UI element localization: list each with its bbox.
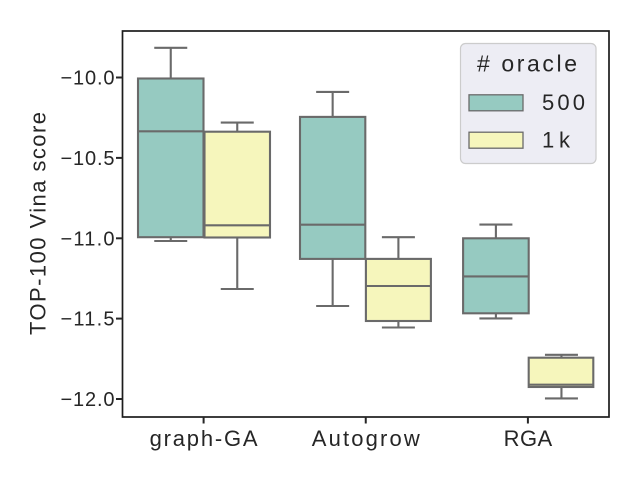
- svg-text:−10.5: −10.5: [61, 148, 115, 170]
- svg-text:500: 500: [542, 90, 585, 115]
- svg-text:Autogrow: Autogrow: [312, 426, 420, 451]
- svg-text:−11.5: −11.5: [61, 309, 115, 331]
- svg-text:−11.0: −11.0: [61, 228, 115, 250]
- svg-text:graph-GA: graph-GA: [150, 426, 258, 451]
- svg-text:−12.0: −12.0: [61, 389, 115, 411]
- svg-text:TOP-100 Vina score: TOP-100 Vina score: [26, 112, 51, 335]
- svg-text:−10.0: −10.0: [61, 68, 115, 90]
- svg-text:RGA: RGA: [504, 426, 553, 451]
- svg-text:# oracle: # oracle: [477, 51, 577, 77]
